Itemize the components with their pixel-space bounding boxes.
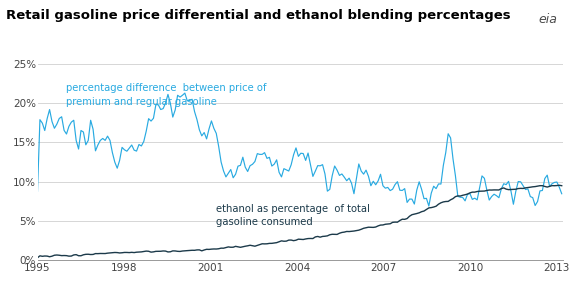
Text: Retail gasoline price differential and ethanol blending percentages: Retail gasoline price differential and e… [6, 9, 511, 22]
Text: eia: eia [538, 13, 557, 26]
Text: ethanol as percentage  of total
gasoline consumed: ethanol as percentage of total gasoline … [216, 203, 370, 227]
Text: percentage difference  between price of
premium and regular gasoline: percentage difference between price of p… [66, 84, 267, 107]
